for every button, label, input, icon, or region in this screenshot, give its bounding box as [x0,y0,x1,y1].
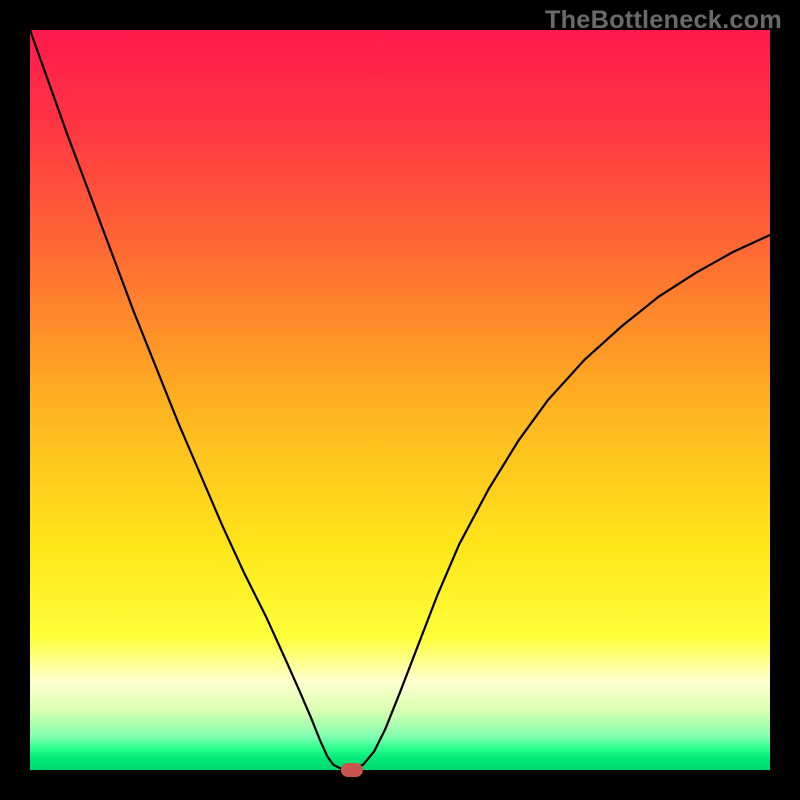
marker-point [341,763,363,777]
chart-frame: TheBottleneck.com [0,0,800,800]
plot-background [30,30,770,770]
bottleneck-chart [0,0,800,800]
watermark-text: TheBottleneck.com [545,6,782,35]
